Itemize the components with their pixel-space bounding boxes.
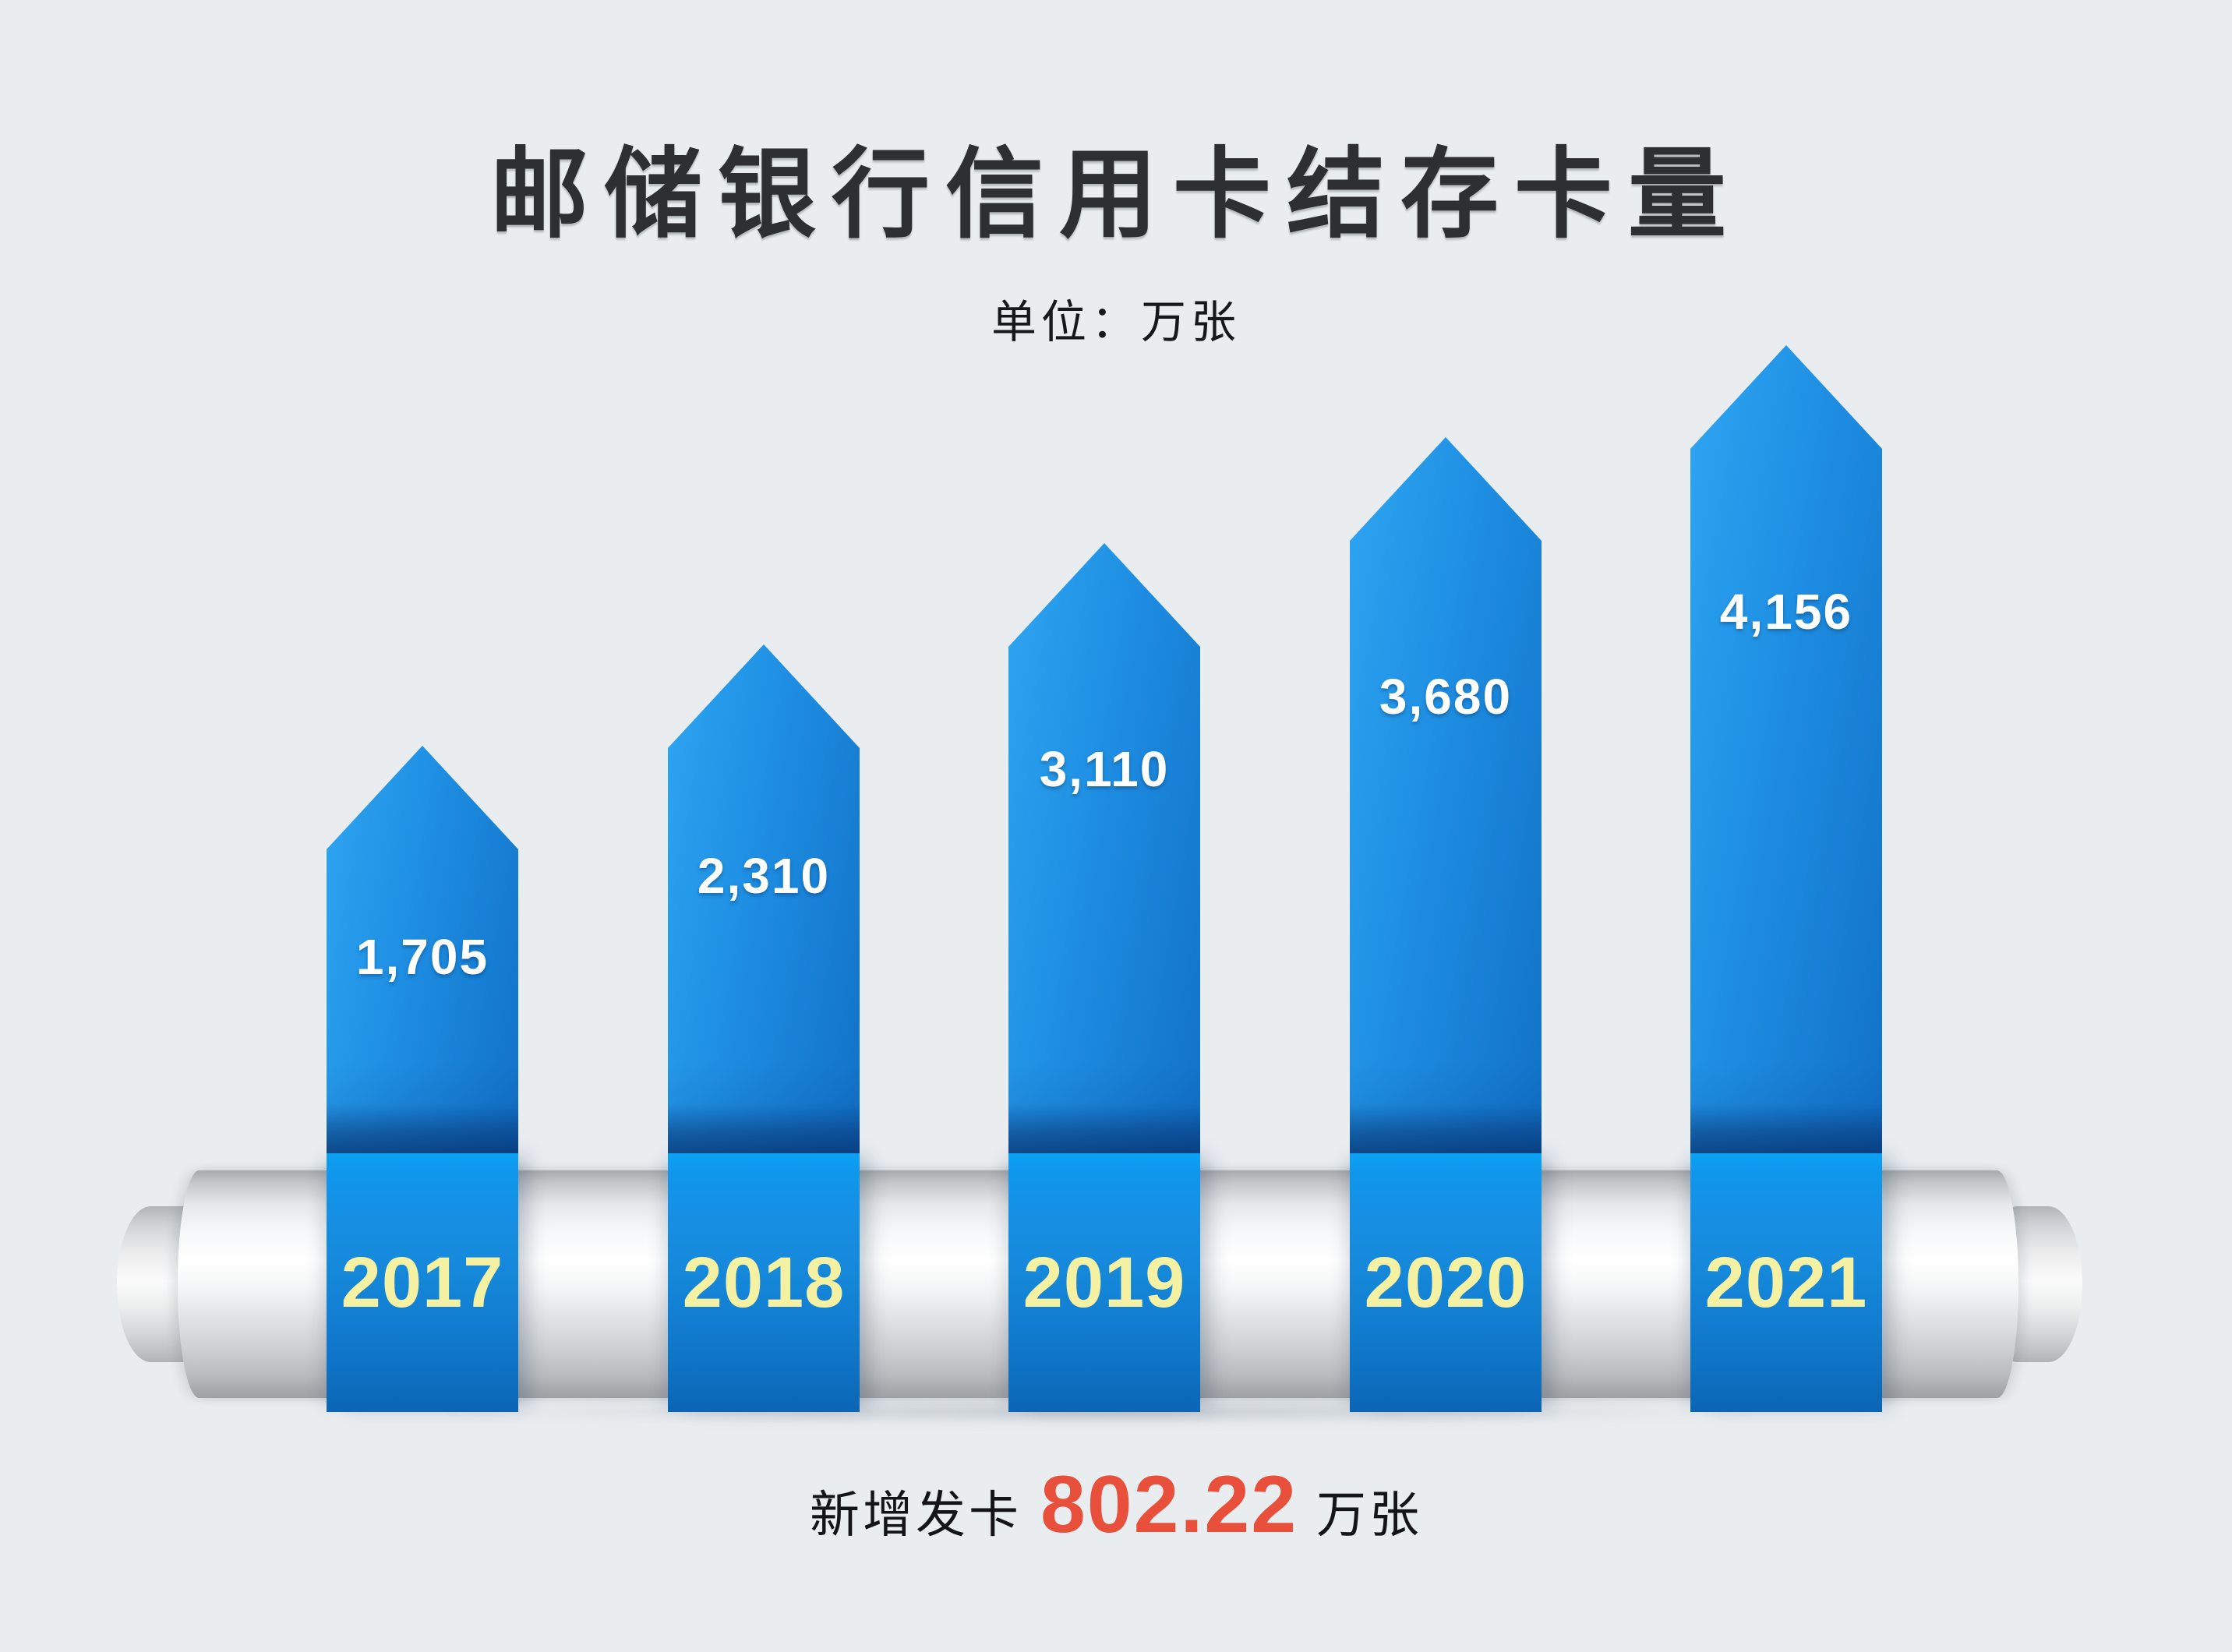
ribbon-2019 [1008,1151,1200,1412]
year-label-2021: 2021 [1704,1243,1868,1322]
footnote-suffix: 万张 [1316,1487,1423,1543]
bar-2020 [1350,437,1542,1153]
bar-2019 [1008,543,1200,1153]
year-label-2018: 2018 [682,1243,846,1322]
ribbon-2020 [1350,1151,1542,1412]
cylinder-cap-right [2008,1206,2082,1362]
ribbon-2018 [668,1151,860,1412]
unit-label: 单位：万张 [991,297,1241,348]
bar-value-label-2017: 1,705 [355,929,489,985]
year-label-2020: 2020 [1364,1243,1527,1322]
page-title: 邮储银行信用卡结存卡量 [490,139,1742,249]
bar-value-label-2021: 4,156 [1719,584,1853,640]
footnote-value: 802.22 [1040,1460,1298,1550]
year-label-2017: 2017 [341,1243,504,1322]
bar-value-label-2019: 3,110 [1039,741,1170,797]
bar-2018 [668,644,860,1153]
bar-value-label-2020: 3,680 [1379,669,1513,725]
bar-value-label-2018: 2,310 [697,848,831,904]
ribbon-2017 [327,1151,518,1412]
year-label-2019: 2019 [1022,1243,1186,1322]
bar-2021 [1690,345,1882,1153]
footnote: 新增发卡 802.22 万张 [0,1459,2232,1551]
footnote-prefix: 新增发卡 [809,1487,1022,1543]
ribbon-2021 [1690,1151,1882,1412]
